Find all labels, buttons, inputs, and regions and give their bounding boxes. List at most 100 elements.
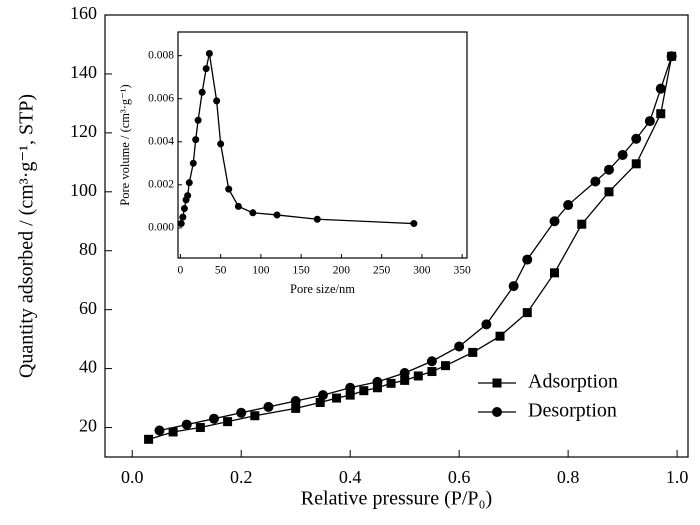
x-tick-label: 250	[373, 265, 391, 277]
marker	[372, 383, 382, 393]
marker	[195, 423, 205, 433]
marker	[644, 116, 655, 127]
marker	[313, 215, 321, 223]
marker	[198, 88, 206, 96]
marker	[194, 116, 202, 124]
x-tick-label: 0.0	[121, 467, 144, 487]
y-axis-label: Pore volume / (cm³·g⁻¹)	[118, 84, 132, 205]
plot-frame	[177, 31, 468, 259]
marker	[468, 347, 478, 357]
marker	[577, 219, 587, 229]
marker	[631, 159, 641, 169]
marker	[666, 51, 677, 62]
marker	[522, 254, 533, 265]
marker	[454, 341, 465, 352]
y-tick-label: 0.006	[148, 92, 174, 104]
marker	[426, 356, 437, 367]
x-tick-label: 0.4	[339, 467, 362, 487]
marker	[213, 97, 221, 105]
marker	[263, 401, 274, 412]
marker	[410, 220, 418, 228]
marker	[332, 393, 342, 403]
marker	[205, 50, 213, 58]
marker	[655, 83, 666, 94]
marker	[590, 176, 601, 187]
y-axis-label: Quantity adsorbed / (cm³·g⁻¹, STP)	[16, 94, 38, 378]
y-tick-label: 160	[70, 3, 97, 23]
y-tick-label: 0.004	[148, 135, 174, 147]
y-tick-label: 120	[70, 121, 97, 141]
marker	[345, 382, 356, 393]
marker	[372, 376, 383, 387]
marker	[427, 367, 437, 377]
marker	[481, 319, 492, 330]
marker	[315, 397, 325, 407]
y-tick-label: 140	[70, 62, 97, 82]
y-tick-label: 80	[79, 239, 97, 259]
marker	[631, 133, 642, 144]
marker	[179, 213, 187, 221]
x-tick-label: 0.8	[557, 467, 580, 487]
marker	[185, 179, 193, 187]
y-tick-label: 100	[70, 180, 97, 200]
marker	[208, 413, 219, 424]
x-tick-label: 1.0	[666, 467, 689, 487]
x-tick-label: 0.6	[448, 467, 471, 487]
marker	[441, 361, 451, 371]
marker	[563, 200, 574, 211]
marker	[168, 427, 178, 437]
marker	[495, 331, 505, 341]
marker	[359, 386, 369, 396]
marker	[603, 164, 614, 175]
x-tick-label: 0.2	[230, 467, 253, 487]
marker	[399, 368, 410, 379]
x-tick-label: 350	[454, 265, 472, 277]
y-tick-label: 20	[79, 416, 97, 436]
marker	[656, 109, 666, 119]
y-tick-label: 60	[79, 298, 97, 318]
y-tick-label: 0.008	[148, 49, 174, 61]
marker	[250, 411, 260, 421]
legend-marker	[492, 378, 502, 388]
marker	[508, 281, 519, 292]
legend-marker	[492, 407, 502, 417]
marker	[217, 140, 225, 148]
marker	[236, 407, 247, 418]
marker	[181, 419, 192, 430]
marker	[154, 425, 165, 436]
marker	[290, 396, 301, 407]
marker	[202, 65, 210, 73]
y-tick-label: 0.002	[148, 178, 174, 190]
marker	[273, 211, 281, 219]
x-tick-label: 300	[413, 265, 431, 277]
marker	[223, 417, 233, 427]
marker	[549, 216, 560, 227]
marker	[386, 378, 396, 388]
legend-label: Desorption	[528, 400, 617, 422]
marker	[177, 220, 185, 228]
marker	[345, 390, 355, 400]
legend-label: Adsorption	[528, 371, 618, 393]
x-tick-label: 200	[333, 265, 351, 277]
x-tick-label: 100	[252, 265, 270, 277]
marker	[400, 375, 410, 385]
marker	[249, 209, 257, 217]
marker	[550, 268, 560, 278]
marker	[192, 136, 200, 144]
x-tick-label: 150	[293, 265, 311, 277]
x-tick-label: 50	[215, 265, 227, 277]
marker	[617, 149, 628, 160]
marker	[317, 390, 328, 401]
marker	[184, 192, 192, 200]
x-tick-label: 0	[178, 265, 184, 277]
y-tick-label: 40	[79, 357, 97, 377]
marker	[291, 403, 301, 413]
marker	[604, 187, 614, 197]
marker	[225, 185, 233, 193]
marker	[189, 159, 197, 167]
x-axis-label: Pore size/nm	[290, 282, 355, 296]
x-axis-label: Relative pressure (P/P₀)	[301, 488, 492, 510]
marker	[144, 434, 154, 444]
y-tick-label: 0.000	[148, 222, 174, 234]
